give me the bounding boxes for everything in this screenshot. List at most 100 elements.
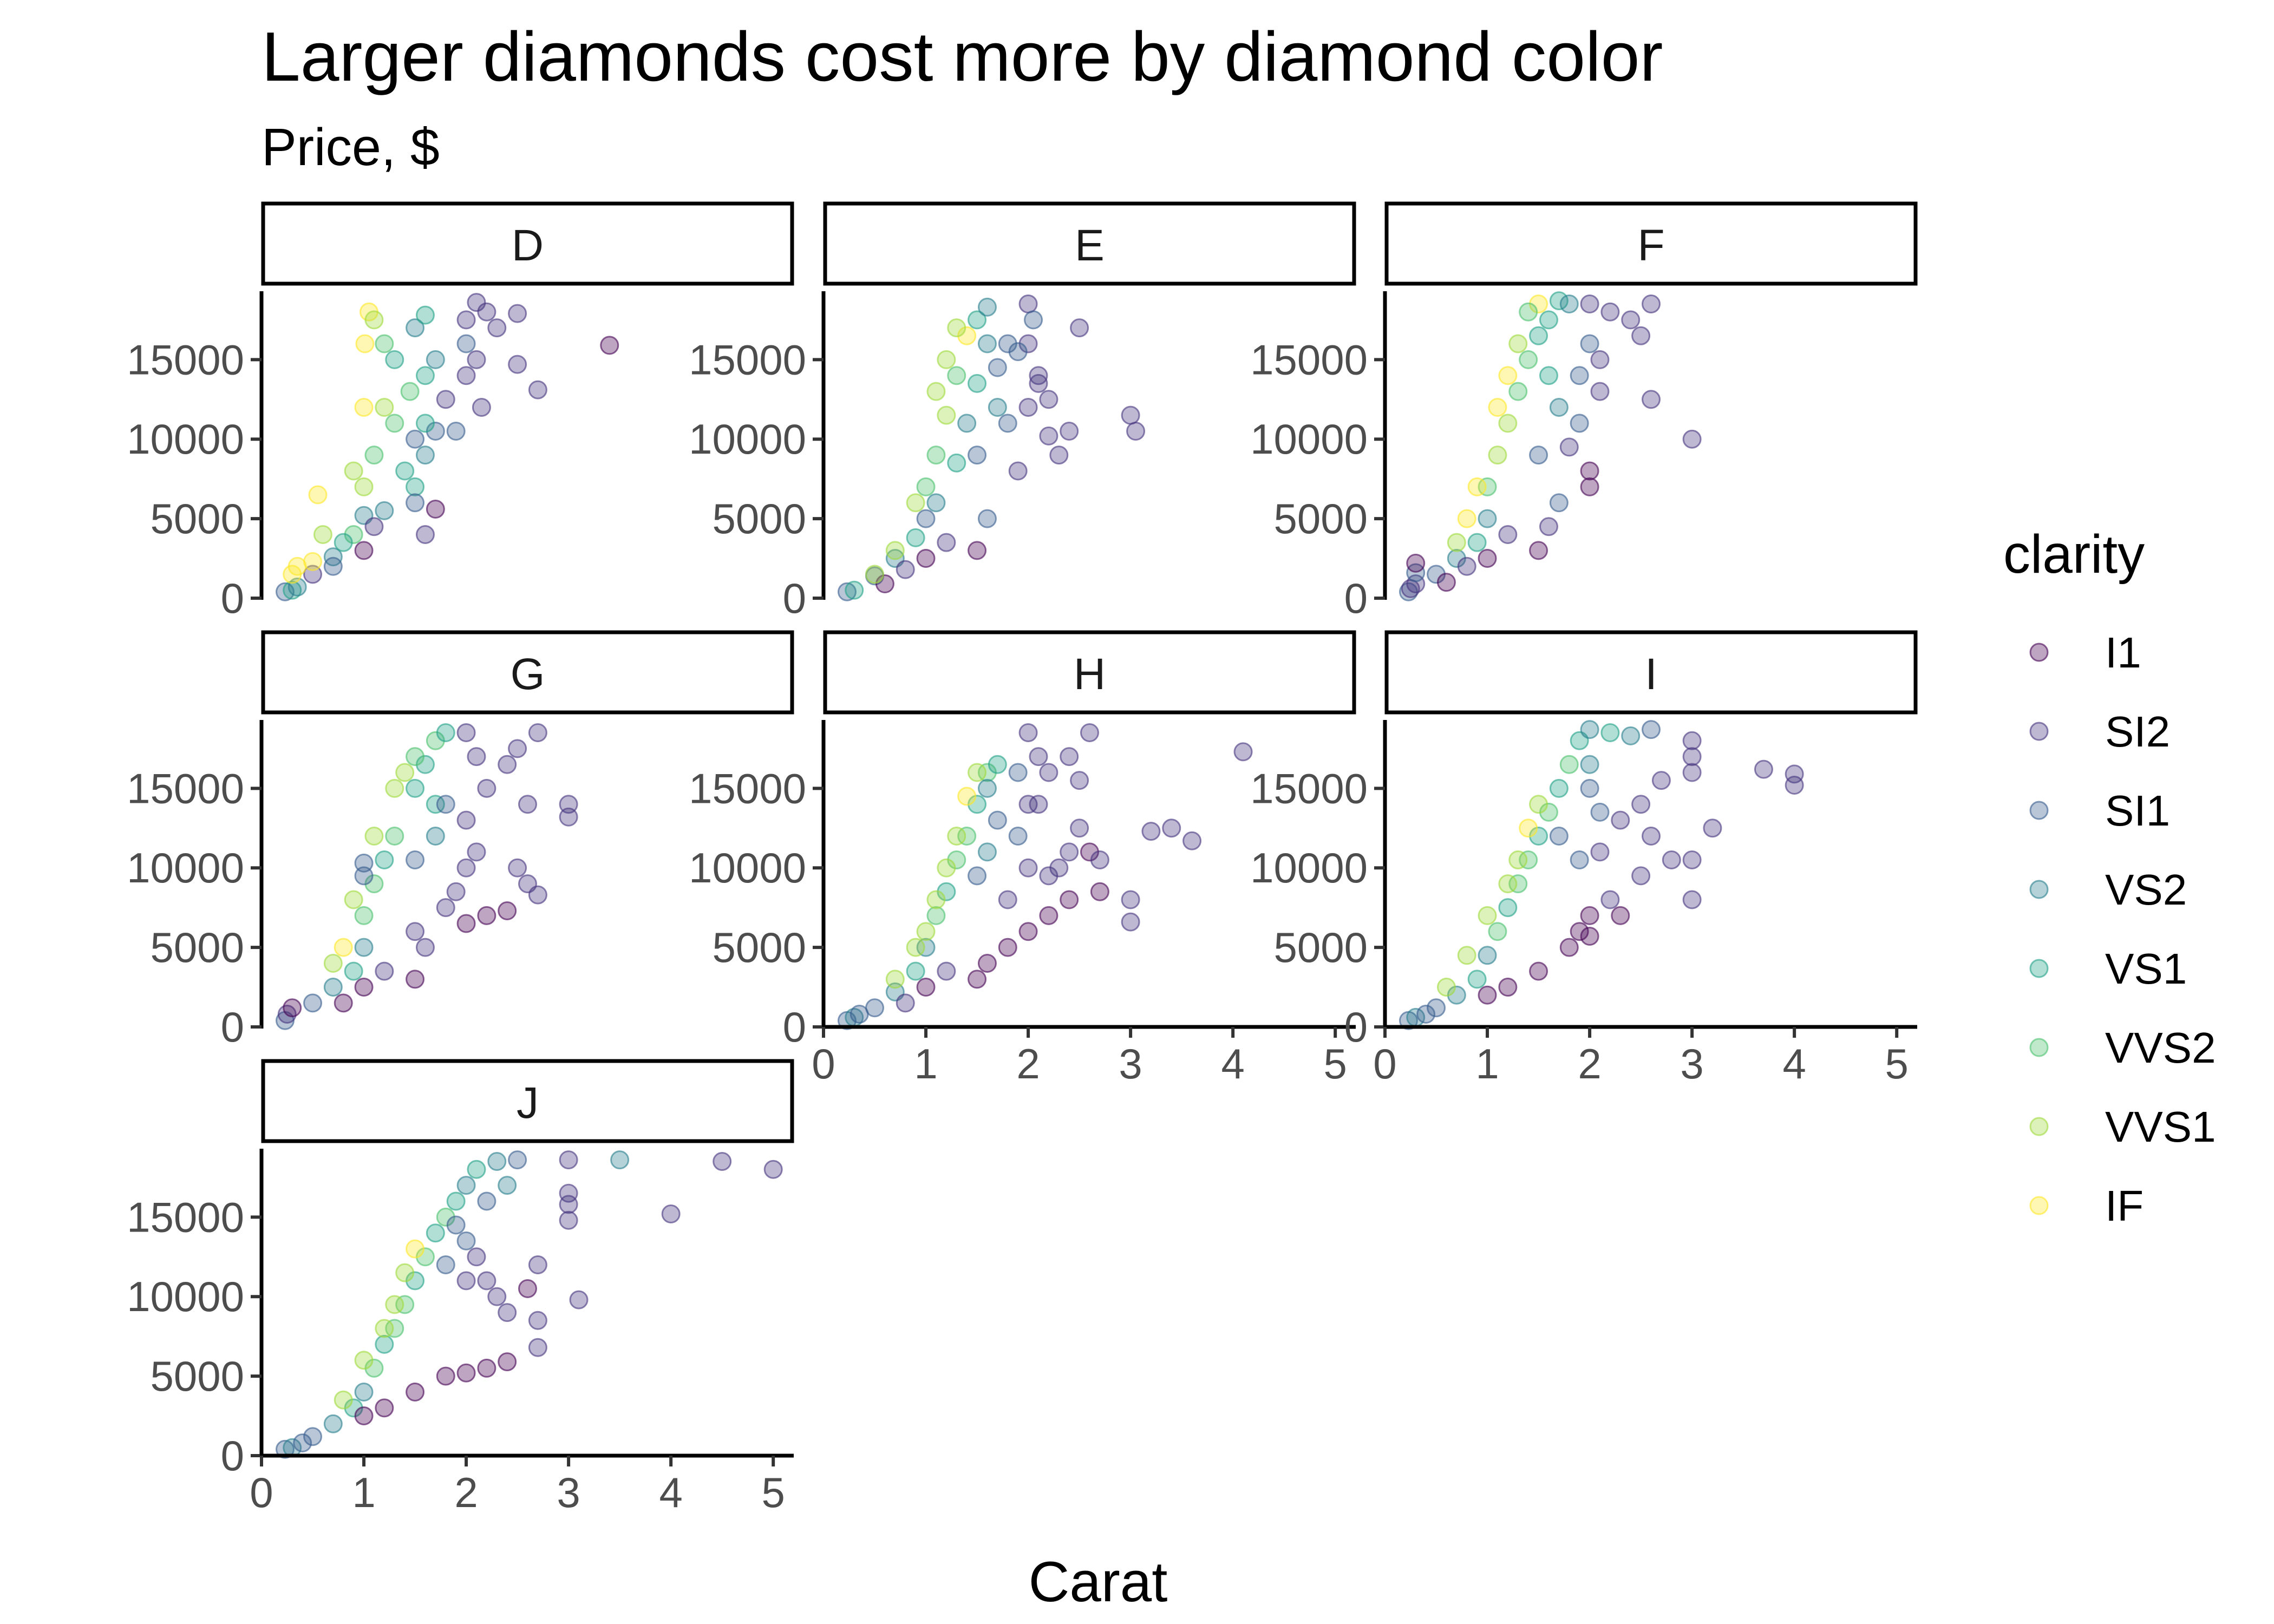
data-point	[1447, 533, 1466, 552]
legend-item-vvs2: VVS2	[2029, 1024, 2216, 1072]
x-axis-title: Carat	[1029, 1550, 1168, 1614]
data-point	[472, 397, 491, 417]
data-point	[1018, 858, 1038, 878]
data-point	[837, 582, 857, 601]
data-point	[354, 938, 374, 957]
data-point	[885, 970, 905, 989]
data-point	[498, 901, 517, 921]
data-point	[354, 1406, 374, 1426]
data-point	[293, 1433, 312, 1452]
data-point	[456, 1176, 476, 1195]
data-point	[1488, 922, 1507, 941]
x-tick-label: 4	[1782, 1040, 1806, 1088]
facet-strip-label: E	[1075, 221, 1105, 270]
data-point	[1549, 397, 1569, 417]
facet-strip	[261, 201, 794, 286]
data-point	[1182, 831, 1202, 850]
data-point	[1682, 429, 1702, 449]
data-point	[415, 414, 435, 433]
data-point	[436, 723, 455, 743]
data-point	[1682, 731, 1702, 750]
data-point	[926, 382, 946, 401]
data-point	[344, 461, 363, 481]
y-tick-label: 15000	[1250, 764, 1368, 812]
data-point	[1590, 802, 1610, 822]
data-point	[1559, 938, 1579, 957]
y-tick-label: 0	[221, 574, 244, 622]
data-point	[508, 355, 527, 374]
x-tick-label: 0	[812, 1040, 835, 1088]
data-point	[1570, 414, 1589, 433]
data-point	[334, 1390, 353, 1410]
y-tick-label: 15000	[689, 764, 806, 812]
x-tick-label: 5	[1885, 1040, 1908, 1088]
data-point	[1580, 477, 1599, 496]
data-point	[446, 882, 466, 901]
data-point	[1498, 525, 1518, 544]
data-point	[1508, 382, 1528, 401]
data-point	[1600, 723, 1620, 743]
facet-F: F 0 5000 10000 15000	[1250, 201, 1918, 622]
data-point	[436, 1255, 455, 1274]
data-point	[1549, 291, 1569, 311]
data-point	[355, 334, 375, 353]
data-point	[456, 310, 476, 330]
data-point	[354, 978, 374, 997]
y-tick-label: 10000	[127, 1273, 244, 1320]
data-point	[477, 778, 496, 798]
data-point	[528, 1311, 547, 1330]
data-point	[1498, 366, 1518, 385]
data-point	[998, 938, 1017, 957]
facet-strip-label: J	[517, 1078, 539, 1128]
data-point	[406, 477, 425, 496]
data-point	[487, 1152, 507, 1171]
data-point	[998, 414, 1017, 433]
x-tick-label: 5	[761, 1469, 785, 1516]
data-point	[926, 493, 946, 513]
data-point	[968, 310, 987, 330]
data-point	[1529, 541, 1548, 560]
data-point	[1529, 961, 1548, 981]
data-point	[1642, 390, 1661, 409]
x-tick-label: 2	[454, 1469, 478, 1516]
legend-key	[2029, 959, 2049, 978]
y-tick-label: 15000	[689, 336, 806, 383]
scatter-points	[1399, 720, 1804, 1030]
data-point	[1590, 350, 1610, 369]
data-point	[1754, 759, 1773, 779]
data-point	[385, 350, 404, 369]
data-point	[610, 1150, 630, 1170]
facet-I: I 0 5000 10000 15000 0 1 2 3 4 5	[1250, 630, 1918, 1088]
scatter-points	[837, 294, 1146, 601]
data-point	[498, 755, 517, 774]
scatter-points	[1399, 291, 1702, 601]
data-point	[395, 1295, 415, 1314]
data-point	[354, 541, 374, 560]
data-point	[467, 747, 486, 767]
data-point	[1488, 397, 1507, 417]
data-point	[977, 334, 997, 353]
data-point	[467, 350, 486, 369]
data-point	[1090, 882, 1109, 901]
data-point	[385, 414, 404, 433]
data-point	[1141, 822, 1161, 841]
data-point	[1580, 461, 1599, 481]
data-point	[916, 509, 936, 528]
data-point	[375, 961, 394, 981]
data-point	[498, 1352, 517, 1372]
data-point	[1070, 318, 1089, 338]
data-point	[1642, 720, 1661, 739]
data-point	[1126, 422, 1146, 441]
data-point	[947, 366, 966, 385]
data-point	[1570, 850, 1589, 870]
facet-D: D 0 5000 10000 15000	[127, 201, 794, 622]
data-point	[1039, 866, 1058, 886]
data-point	[885, 541, 905, 560]
data-point	[275, 1439, 295, 1459]
y-tick-label: 10000	[689, 844, 806, 892]
data-point	[569, 1290, 589, 1309]
data-point	[1580, 755, 1599, 774]
data-point	[1018, 294, 1038, 314]
data-point	[446, 422, 466, 441]
data-point	[456, 858, 476, 878]
